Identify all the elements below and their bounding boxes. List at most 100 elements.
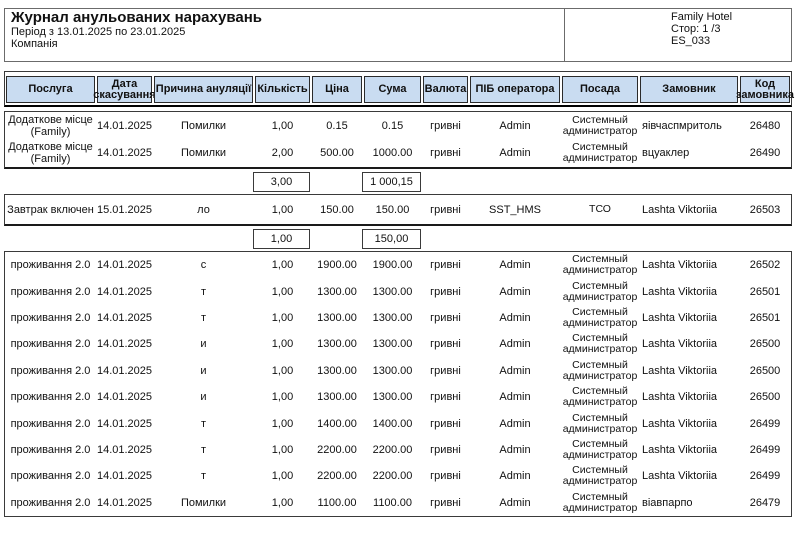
subtotal-slot [560,172,638,192]
subtotal-slot [468,229,560,249]
subtotal-row: 1,00 150,00 [4,229,792,249]
table-cell: гривні [430,443,461,456]
subtotal-slot [468,172,560,192]
table-section: Завтрак включен 15.01.2025 ло 1,00 150.00 150… [4,194,792,226]
table-cell: 26479 [749,496,781,509]
table-cell: 14.01.2025 [96,364,153,377]
subtotal-sum: 150,00 [362,229,421,249]
table-cell: Lashta Viktoriia [642,203,718,216]
table-cell: 26500 [749,364,781,377]
table-cell: 2200.00 [372,443,413,456]
subtotal-slot [310,229,362,249]
table-cell: гривні [430,259,461,272]
table-cell: 150.00 [320,203,354,216]
table-cell: Помилки [180,496,227,509]
table-cell: 26501 [749,311,781,324]
subtotal-slot [152,229,253,249]
table-cell: и [200,364,207,377]
table-cell: гривні [430,496,461,509]
table-cell: 1300.00 [317,311,357,324]
table-cell: Завтрак включен [7,203,94,216]
table-header-cell: Код замовника [736,76,794,103]
table-row: проживання 2.0 14.01.2025 и 1,00 1300.00 1300… [5,384,791,410]
table-cell: 14.01.2025 [96,119,153,132]
table-cell: 15.01.2025 [96,203,153,216]
table-row: проживання 2.0 14.01.2025 т 1,00 1400.00 1400… [5,410,791,436]
table-cell: Admin [499,285,531,298]
table-cell: Lashta Viktoriia [642,338,718,351]
table-cell: Lashta Viktoriia [642,443,718,456]
page-number: Стор: 1 /3 [671,23,721,35]
subtotal-slot [738,229,790,249]
table-cell: 1,00 [271,470,294,483]
table-cell: 0.15 [326,119,348,132]
table-cell: Системный администратор [562,113,638,137]
table-cell: 26499 [749,417,781,430]
table-cell: 1100.00 [317,496,357,509]
table-cell: Помилки [180,147,227,160]
table-cell: проживання 2.0 [10,391,91,404]
table-header-cell: Замовник [640,76,738,103]
table-cell: 1300.00 [372,391,413,404]
table-cell: 1,00 [271,417,294,430]
table-body: Додаткове місце (Family) 14.01.2025 Помилк… [4,111,792,517]
table-cell: SST_HMS [489,203,541,216]
subtotal-slot [95,229,152,249]
table-cell: 14.01.2025 [96,443,153,456]
table-cell: 1,00 [271,285,294,298]
table-cell: 0.15 [381,119,404,132]
table-cell: Системный администратор [562,411,638,435]
subtotal-sum: 1 000,15 [362,172,421,192]
table-cell: т [200,285,207,298]
table-cell: Системный администратор [562,385,638,409]
table-cell: 14.01.2025 [96,496,153,509]
subtotal-row: 3,00 1 000,15 [4,172,792,192]
table-cell: 26502 [749,259,781,272]
table-cell: и [200,391,207,404]
table-cell: т [200,311,207,324]
table-cell: гривні [430,417,461,430]
table-row: проживання 2.0 14.01.2025 и 1,00 1300.00 1300… [5,331,791,357]
table-row: Завтрак включен 15.01.2025 ло 1,00 150.00 150… [5,195,791,224]
table-cell: 1,00 [271,203,294,216]
table-cell: 1300.00 [372,285,413,298]
table-row: Додаткове місце (Family) 14.01.2025 Помилк… [5,112,791,140]
subtotal-slot [421,229,468,249]
table-cell: ТСО [589,203,611,215]
table-cell: 1,00 [271,338,294,351]
table-cell: Admin [499,443,531,456]
table-cell: Lashta Viktoriia [642,311,718,324]
table-cell: 1,00 [271,391,294,404]
subtotal-slot [152,172,253,192]
table-cell: 1400.00 [372,417,413,430]
table-cell: 1300.00 [317,391,357,404]
table-row: проживання 2.0 14.01.2025 с 1,00 1900.00 1900… [5,252,791,278]
table-cell: 14.01.2025 [96,311,153,324]
table-cell: Системный администратор [562,358,638,382]
table-row: проживання 2.0 14.01.2025 и 1,00 1300.00 1300… [5,358,791,384]
table-section: проживання 2.0 14.01.2025 с 1,00 1900.00 1900… [4,251,792,517]
report-code: ES_033 [671,35,711,47]
table-cell: Admin [499,259,531,272]
table-cell: 14.01.2025 [96,470,153,483]
table-cell: 1300.00 [372,338,413,351]
table-cell: Lashta Viktoriia [642,470,718,483]
table-cell: проживання 2.0 [10,259,91,272]
table-cell: 14.01.2025 [96,338,153,351]
table-cell: 1,00 [271,119,294,132]
table-cell: гривні [430,364,461,377]
subtotal-slot [95,172,152,192]
table-cell: Admin [499,417,531,430]
subtotal-slot [638,229,738,249]
table-header-band: Послуга Дата скасування Причина ануляції Кі… [4,71,794,107]
table-cell: 500.00 [320,147,354,160]
table-cell: 26499 [749,443,781,456]
report-header: Журнал анульованих нарахувань Період з 1… [4,8,792,62]
company-label: Компанія [11,38,58,50]
table-cell: 2200.00 [317,443,357,456]
table-cell: Lashta Viktoriia [642,259,718,272]
table-cell: 2200.00 [372,470,413,483]
report-period: Період з 13.01.2025 по 23.01.2025 [11,26,186,38]
table-cell: 1,00 [271,443,294,456]
hotel-name: Family Hotel [671,11,733,23]
